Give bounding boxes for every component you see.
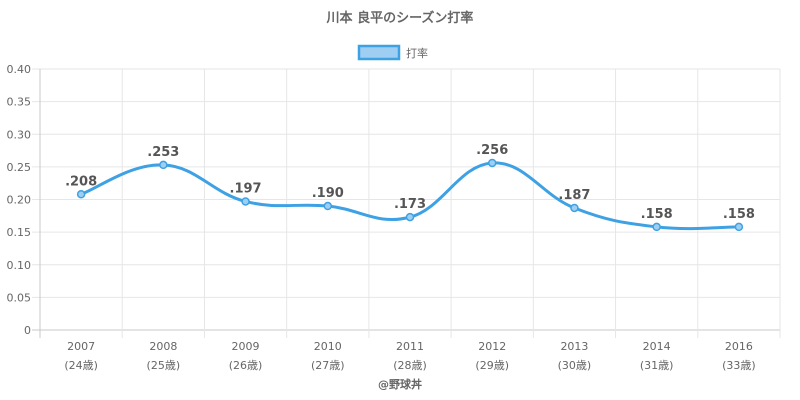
x-tick-label: 2016 [725,340,753,353]
data-point [405,212,415,222]
data-point [570,203,579,213]
data-point [487,158,497,168]
x-tick-sublabel: (30歳) [558,359,592,372]
y-tick-label: 0.10 [7,259,32,272]
data-point [159,160,168,170]
data-point [76,190,86,199]
x-tick-sublabel: (31歳) [640,359,674,372]
data-label: .158 [723,207,755,222]
x-axis: 2007 (24歳) 2008 (25歳) 2009 (26歳) 2010 (27歳) 2011… [64,340,755,372]
legend[interactable]: 打率 [357,44,428,61]
x-tick-sublabel: (24歳) [64,359,98,372]
legend-label: 打率 [406,46,428,60]
y-tick-label: 0.25 [7,161,32,174]
gridlines [32,68,781,338]
y-axis: 0 0.05 0.10 0.15 0.20 0.25 0.30 0.35 0.40 [7,63,32,337]
x-tick-label: 2009 [232,340,260,353]
data-point [652,222,661,232]
x-tick-sublabel: (25歳) [147,359,181,372]
x-tick-label: 2010 [314,340,342,353]
x-tick-label: 2014 [643,340,671,353]
data-point [734,222,744,232]
y-tick-label: 0.35 [7,96,32,109]
x-tick-sublabel: (28歳) [393,359,427,372]
series-line [76,158,744,232]
x-tick-label: 2012 [478,340,506,353]
y-tick-label: 0.20 [7,194,32,207]
data-label: .208 [65,174,97,189]
data-point [241,197,250,206]
data-labels: .208 .253 .197 .190 .173 .256 .187 .158 .158 [65,143,755,222]
y-tick-label: 0.05 [7,291,32,304]
x-tick-sublabel: (29歳) [475,359,509,372]
data-label: .173 [394,197,426,212]
x-tick-sublabel: (26歳) [229,359,263,372]
x-tick-label: 2013 [560,340,588,353]
data-label: .190 [312,186,344,201]
x-tick-sublabel: (27歳) [311,359,345,372]
data-label: .187 [558,188,590,203]
data-label: .158 [641,207,673,222]
legend-swatch [357,44,401,61]
y-tick-label: 0 [24,324,31,337]
x-tick-label: 2008 [149,340,177,353]
x-tick-sublabel: (33歳) [722,359,756,372]
footer-credit: @野球丼 [378,377,422,391]
data-label: .253 [147,145,179,160]
data-label: .256 [476,143,508,158]
y-tick-label: 0.30 [7,128,32,141]
y-tick-label: 0.15 [7,226,32,239]
chart-title: 川本 良平のシーズン打率 [326,10,474,26]
data-label: .197 [230,181,262,196]
x-tick-label: 2011 [396,340,424,353]
x-tick-label: 2007 [67,340,95,353]
data-point [323,201,333,211]
y-tick-label: 0.40 [7,63,32,76]
